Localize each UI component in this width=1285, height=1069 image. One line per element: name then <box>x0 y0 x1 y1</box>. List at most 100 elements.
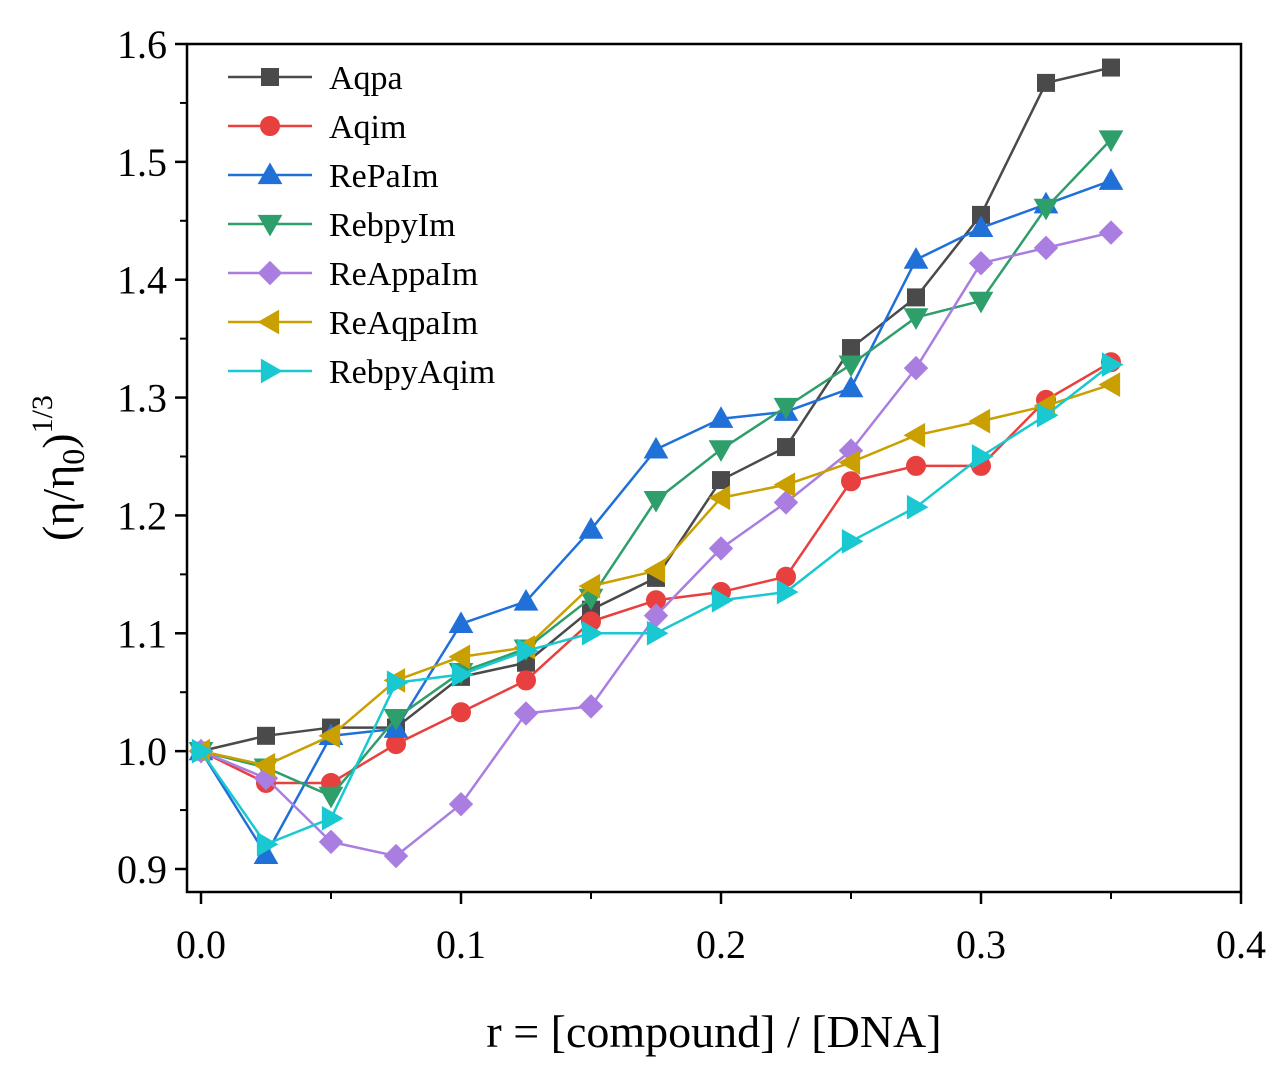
data-point-Aqpa <box>777 438 795 457</box>
legend-item-Aqim: Aqim <box>228 109 406 146</box>
data-point-ReAppaIm <box>318 829 344 855</box>
legend-item-RePaIm: RePaIm <box>228 158 439 195</box>
svg-text:(η/η0)1/3: (η/η0)1/3 <box>26 395 91 541</box>
y-axis-title-main: (η/η <box>33 465 84 541</box>
legend-label: RebpyIm <box>329 207 456 244</box>
data-point-Aqim <box>451 702 471 723</box>
data-point-RebpyIm <box>968 291 994 314</box>
y-axis-title-superscript: 1/3 <box>26 395 59 433</box>
data-point-RebpyIm <box>773 397 799 420</box>
y-tick-label: 1.2 <box>117 493 167 538</box>
legend-marker <box>261 68 279 86</box>
legend-marker <box>257 260 283 286</box>
y-axis-title-subscript: 0 <box>55 449 91 465</box>
data-point-RebpyAqim <box>1036 402 1059 428</box>
legend-label: ReAqpaIm <box>329 305 478 342</box>
x-tick-label: 0.0 <box>176 922 226 967</box>
data-point-RebpyAqim <box>776 579 799 605</box>
data-point-RebpyAqim <box>906 494 929 520</box>
legend-item-RebpyIm: RebpyIm <box>228 207 456 244</box>
legend-marker <box>260 358 283 384</box>
data-point-Aqpa <box>907 288 925 307</box>
y-axis-title: (η/η0)1/3 <box>26 395 91 541</box>
y-tick-label: 1.0 <box>117 729 167 774</box>
data-point-RebpyIm <box>383 709 409 731</box>
data-point-ReAppaIm <box>968 251 994 276</box>
data-point-Aqim <box>841 471 861 492</box>
legend-marker <box>260 116 280 136</box>
data-point-RebpyAqim <box>321 805 344 831</box>
legend-item-RebpyAqim: RebpyAqim <box>228 354 495 391</box>
series-RebpyAqim <box>191 352 1124 857</box>
data-point-RebpyIm <box>838 355 864 378</box>
legend: Aqpa Aqim RePaIm RebpyIm ReAppaIm ReAqpaIm Reb… <box>228 60 495 391</box>
data-point-RebpyAqim <box>256 831 279 857</box>
data-point-RebpyAqim <box>516 638 539 664</box>
data-point-RebpyIm <box>708 440 734 462</box>
data-point-RebpyAqim <box>451 662 474 687</box>
data-point-ReAppaIm <box>903 355 929 381</box>
legend-label: RebpyAqim <box>329 354 495 391</box>
legend-label: ReAppaIm <box>329 256 478 293</box>
data-point-ReAppaIm <box>1033 235 1059 261</box>
data-point-RebpyAqim <box>841 528 864 554</box>
legend-marker <box>257 162 283 185</box>
y-tick-label: 1.1 <box>117 611 167 656</box>
legend-marker <box>257 214 283 237</box>
data-point-ReAppaIm <box>513 701 539 726</box>
legend-marker <box>257 309 280 335</box>
data-point-ReAqpaIm <box>448 644 471 670</box>
data-point-RebpyIm <box>903 308 929 330</box>
legend-item-Aqpa: Aqpa <box>228 60 403 97</box>
data-point-ReAqpaIm <box>643 558 666 584</box>
legend-item-ReAqpaIm: ReAqpaIm <box>228 305 478 342</box>
y-axis-title-close: ) <box>33 433 84 448</box>
data-point-ReAqpaIm <box>253 752 276 778</box>
data-point-ReAqpaIm <box>708 485 731 511</box>
data-point-RebpyAqim <box>581 620 604 646</box>
data-point-Aqpa <box>842 339 860 358</box>
data-point-ReAqpaIm <box>838 450 861 475</box>
data-point-RebpyAqim <box>971 444 994 469</box>
data-point-RebpyIm <box>1033 198 1059 221</box>
x-tick-label: 0.2 <box>696 922 746 967</box>
data-point-Aqpa <box>257 726 275 745</box>
y-tick-label: 1.4 <box>117 258 167 303</box>
data-point-ReAqpaIm <box>578 573 601 599</box>
legend-label: RePaIm <box>329 158 439 195</box>
data-point-RePaIm <box>838 375 864 398</box>
data-point-RebpyAqim <box>711 587 734 613</box>
y-tick-label: 1.3 <box>117 376 167 421</box>
data-point-Aqpa <box>1102 58 1120 77</box>
x-axis-title: r = [compound] / [DNA] <box>486 1006 941 1057</box>
data-point-RebpyAqim <box>386 670 409 696</box>
data-point-ReAppaIm <box>708 536 734 561</box>
x-tick-label: 0.1 <box>436 922 486 967</box>
legend-label: Aqim <box>329 109 406 146</box>
data-point-ReAqpaIm <box>968 408 991 434</box>
data-point-RePaIm <box>1098 168 1124 190</box>
data-point-ReAqpaIm <box>318 723 341 749</box>
legend-label: Aqpa <box>329 60 403 97</box>
data-point-ReAppaIm <box>773 490 799 515</box>
data-point-RePaIm <box>903 247 929 269</box>
data-point-RePaIm <box>513 588 539 611</box>
data-point-RePaIm <box>578 517 604 539</box>
data-point-Aqim <box>516 670 536 691</box>
plot-frame <box>185 42 1243 894</box>
x-tick-label: 0.4 <box>1216 922 1266 967</box>
data-point-RebpyAqim <box>1101 352 1124 377</box>
legend-item-ReAppaIm: ReAppaIm <box>228 256 478 293</box>
data-point-RebpyIm <box>643 490 669 513</box>
data-point-RebpyIm <box>318 786 344 809</box>
data-point-ReAppaIm <box>578 694 604 719</box>
y-tick-label: 1.5 <box>117 140 167 185</box>
data-point-Aqim <box>906 455 926 476</box>
y-tick-label: 0.9 <box>117 847 167 892</box>
y-tick-label: 1.6 <box>117 22 167 67</box>
data-point-RebpyAqim <box>191 738 214 764</box>
data-point-ReAppaIm <box>383 843 409 869</box>
data-point-ReAppaIm <box>448 791 474 817</box>
data-point-ReAqpaIm <box>903 422 926 448</box>
